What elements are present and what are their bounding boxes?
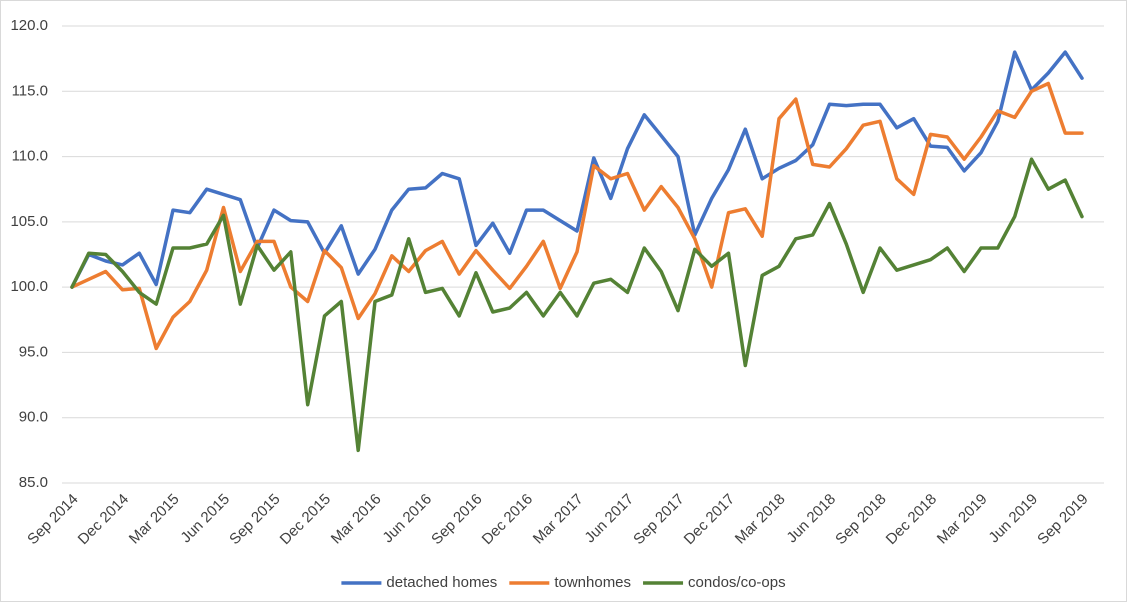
legend-item: townhomes	[509, 574, 631, 591]
y-tick-label: 120.0	[10, 17, 48, 34]
y-tick-label: 105.0	[10, 213, 48, 230]
legend-label: detached homes	[386, 574, 497, 591]
legend-label: townhomes	[554, 574, 631, 591]
legend: detached homes townhomes condos/co-ops	[341, 574, 786, 591]
legend-item: detached homes	[341, 574, 497, 591]
data-line	[70, 81, 1084, 351]
y-tick-label: 110.0	[12, 148, 48, 165]
legend-label: condos/co-ops	[688, 574, 786, 591]
data-line	[70, 50, 1084, 289]
y-tick-label: 100.0	[10, 278, 48, 295]
y-tick-label: 90.0	[19, 409, 48, 426]
legend-item: condos/co-ops	[643, 574, 786, 591]
data-line	[70, 157, 1084, 453]
y-tick-label: 95.0	[19, 343, 48, 360]
y-tick-label: 85.0	[19, 474, 48, 491]
y-tick-label: 115.0	[12, 82, 48, 99]
